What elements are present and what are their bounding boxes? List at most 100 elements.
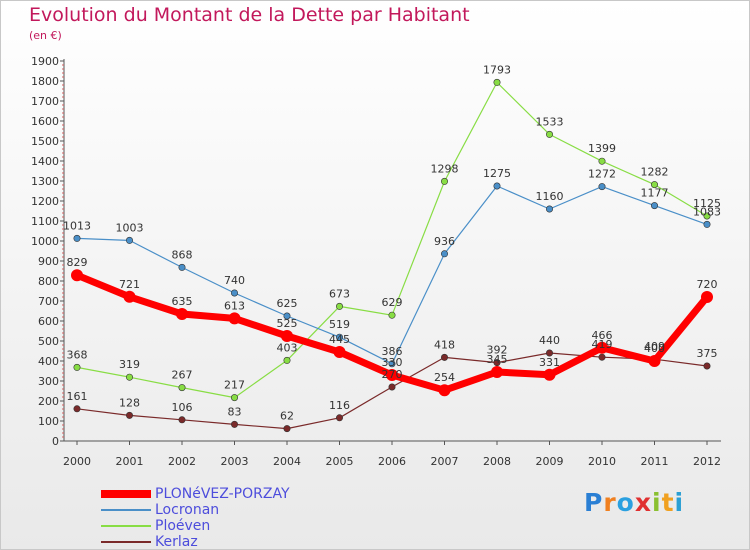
data-point — [335, 302, 343, 310]
data-point — [126, 373, 134, 381]
y-tick-label: 600 — [38, 315, 59, 328]
data-point — [440, 250, 448, 258]
x-tick-label: 2006 — [378, 455, 406, 468]
data-point — [543, 368, 556, 381]
data-label: 392 — [487, 344, 508, 357]
data-point — [648, 355, 661, 367]
data-label: 1177 — [641, 187, 669, 200]
x-tick-label: 2008 — [483, 455, 511, 468]
data-point — [703, 220, 711, 228]
data-point — [283, 312, 291, 320]
legend-swatch — [101, 541, 151, 543]
data-label: 1003 — [116, 221, 144, 234]
data-point — [283, 425, 291, 433]
data-label: 613 — [224, 299, 245, 312]
x-tick-label: 2002 — [168, 455, 196, 468]
data-label: 740 — [224, 274, 245, 287]
data-label: 345 — [487, 353, 508, 366]
legend-label: Kerlaz — [155, 534, 198, 550]
y-tick-label: 1500 — [31, 135, 59, 148]
data-point — [598, 353, 606, 361]
axes: 0 100 200 300 400 500 600 700 800 900 1000 1100 1200… — [31, 55, 721, 468]
y-tick-label: 1900 — [31, 55, 59, 68]
data-label: 1399 — [588, 142, 616, 155]
data-point — [388, 360, 396, 368]
series-points — [71, 78, 713, 433]
x-tick-label: 2011 — [641, 455, 669, 468]
data-label: 1793 — [483, 63, 511, 76]
data-label: 368 — [67, 348, 88, 361]
proxiti-logo: Proxiti — [584, 488, 684, 517]
logo-letter: r — [603, 488, 617, 517]
data-point — [176, 308, 188, 320]
y-tick-label: 1200 — [31, 195, 59, 208]
logo-letter: o — [616, 488, 635, 517]
data-label: 267 — [172, 369, 193, 382]
y-tick-label: 1400 — [31, 155, 59, 168]
data-label: 1160 — [536, 190, 564, 203]
data-label: 1272 — [588, 168, 616, 181]
data-point — [596, 341, 608, 354]
data-point — [231, 394, 239, 402]
data-label: 1275 — [483, 167, 511, 180]
data-point — [228, 312, 241, 325]
data-point — [440, 177, 448, 185]
x-tick-label: 2010 — [588, 455, 616, 468]
data-label: 445 — [329, 333, 350, 346]
logo-letter: t — [661, 488, 675, 517]
y-tick-label: 1600 — [31, 115, 59, 128]
data-point — [231, 420, 239, 428]
data-point — [650, 181, 658, 189]
data-point — [333, 346, 346, 358]
y-tick-label: 1000 — [31, 235, 59, 248]
data-label: 409 — [644, 340, 665, 353]
x-tick-label: 2003 — [221, 455, 249, 468]
data-point — [388, 383, 396, 391]
data-label: 161 — [67, 390, 88, 403]
y-tick-label: 800 — [38, 275, 59, 288]
chart-title: Evolution du Montant de la Dette par Hab… — [29, 4, 470, 26]
data-label: 466 — [592, 329, 613, 342]
data-point — [493, 182, 501, 190]
data-label: 217 — [224, 379, 245, 392]
data-label: 419 — [592, 338, 613, 351]
data-label: 525 — [277, 317, 298, 330]
series-labels: 829 721 635 613 525 445 330 254 345 331 466 400 720 1… — [63, 63, 721, 422]
legend-item: Ploéven — [101, 518, 290, 534]
data-label: 1298 — [431, 162, 459, 175]
data-point — [73, 234, 81, 242]
data-point — [545, 130, 553, 138]
legend-label: PLONéVEZ-PORZAY — [155, 486, 290, 502]
logo-letter: i — [652, 488, 662, 517]
data-point — [440, 353, 448, 361]
data-point — [126, 236, 134, 244]
data-point — [598, 157, 606, 165]
data-label: 936 — [434, 235, 455, 248]
data-label: 829 — [67, 256, 88, 269]
data-point — [73, 405, 81, 413]
data-label: 331 — [539, 356, 560, 369]
data-label: 1013 — [63, 219, 91, 232]
legend-swatch — [101, 509, 151, 511]
y-tick-label: 300 — [38, 375, 59, 388]
data-point — [71, 269, 83, 282]
chart-subtitle: (en €) — [29, 29, 62, 42]
data-point — [438, 384, 451, 397]
data-point — [703, 362, 711, 370]
data-label: 673 — [329, 287, 350, 300]
data-point — [650, 202, 658, 210]
x-tick-label: 2005 — [326, 455, 354, 468]
data-label: 330 — [382, 356, 403, 369]
legend-label: Ploéven — [155, 518, 211, 534]
y-tick-label: 700 — [38, 295, 59, 308]
logo-letter: P — [584, 488, 604, 517]
data-label: 1533 — [536, 115, 564, 128]
x-tick-label: 2009 — [536, 455, 564, 468]
data-label: 635 — [172, 295, 193, 308]
y-tick-label: 1700 — [31, 95, 59, 108]
data-point — [545, 349, 553, 357]
data-label: 270 — [382, 368, 403, 381]
x-tick-label: 2001 — [116, 455, 144, 468]
